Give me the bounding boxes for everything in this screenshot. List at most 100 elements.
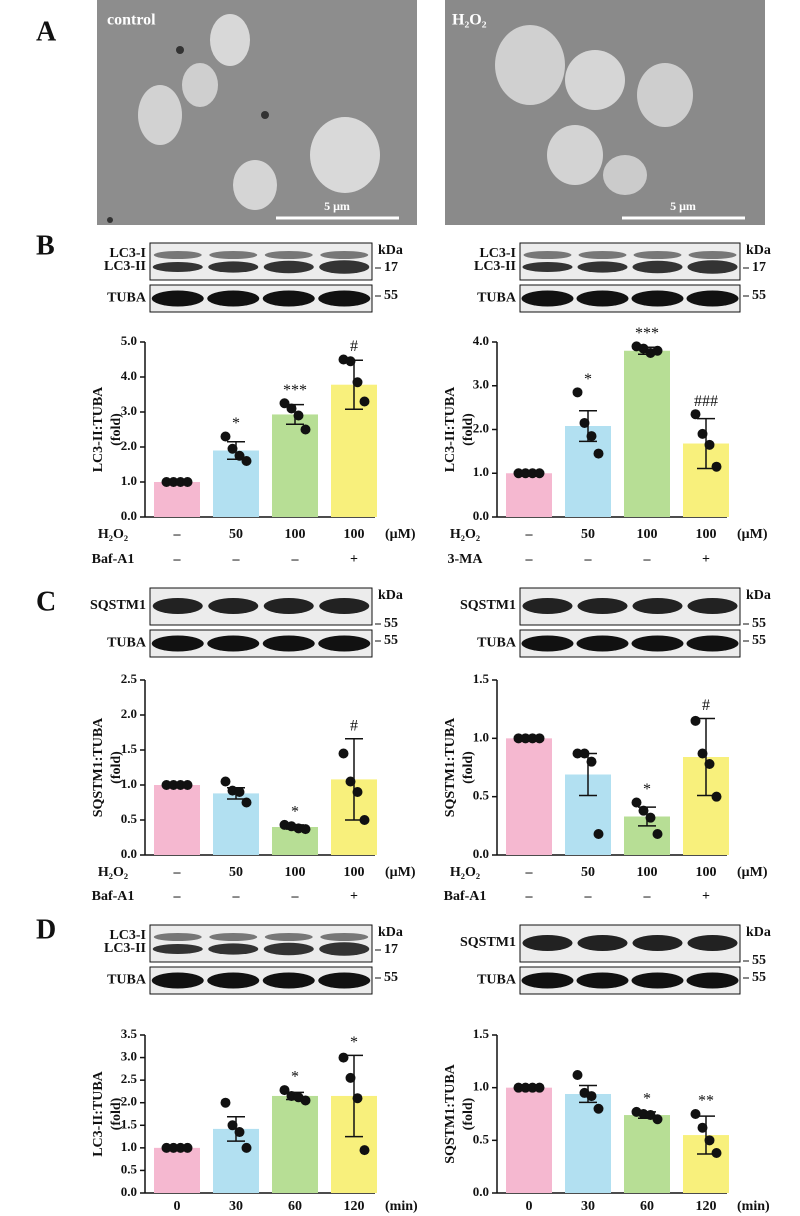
- blot-band: [318, 290, 371, 307]
- data-point: [520, 1082, 531, 1093]
- blot-band: [578, 251, 627, 259]
- data-point: [241, 456, 252, 466]
- y-tick-label: 0.0: [121, 846, 137, 861]
- blot-band: [320, 251, 369, 259]
- x-tick-label: 50: [581, 527, 595, 542]
- blot-label: LC3-I: [479, 246, 516, 261]
- x-tick-label: 50: [229, 865, 243, 880]
- data-point: [697, 428, 708, 439]
- y-tick-label: 2.5: [121, 1071, 138, 1086]
- data-point: [175, 1142, 186, 1153]
- data-point: [220, 776, 231, 787]
- blot-band: [263, 942, 314, 956]
- blot-band: [208, 598, 259, 614]
- data-point: [352, 787, 363, 797]
- blot-band: [686, 972, 739, 989]
- significance: #: [350, 338, 358, 355]
- y-tick-label: 4.0: [473, 333, 489, 348]
- x-unit: (μM): [737, 865, 768, 880]
- blot-band: [521, 635, 574, 652]
- row-name: H₂O₂: [98, 865, 128, 880]
- blot-band: [522, 598, 573, 614]
- scale-label: 5 μm: [670, 199, 696, 213]
- treatment-label: –: [232, 889, 241, 904]
- treatment-label: –: [525, 889, 534, 904]
- x-tick-label: 30: [581, 1199, 595, 1214]
- treatment-label: –: [584, 889, 593, 904]
- blot-band: [151, 290, 204, 307]
- y-tick-label: 0.5: [473, 1131, 490, 1146]
- y-tick-label: 3.0: [121, 1049, 137, 1064]
- y-tick-label: 4.0: [121, 368, 137, 383]
- blot-band: [208, 943, 259, 955]
- x-tick-label: 50: [229, 527, 243, 542]
- treatment-label: –: [232, 552, 241, 567]
- data-point: [175, 477, 186, 487]
- blot-band: [688, 251, 737, 259]
- data-point: [352, 1093, 363, 1104]
- significance: #: [350, 717, 358, 734]
- data-point: [168, 477, 179, 487]
- blot-marker: 17: [384, 942, 398, 957]
- blot-band: [208, 261, 259, 273]
- x-tick-label: 100: [637, 527, 658, 542]
- blot-label: TUBA: [477, 636, 517, 651]
- y-tick-label: 2.0: [121, 1094, 137, 1109]
- bar: [213, 793, 259, 855]
- row-name: 3-MA: [448, 552, 484, 567]
- y-tick-label: 0.5: [121, 811, 138, 826]
- micrograph: [97, 0, 417, 225]
- data-point: [220, 1097, 231, 1108]
- blot-marker: kDa: [746, 243, 771, 258]
- blot-band: [631, 290, 684, 307]
- y-tick-label: 0.0: [473, 508, 489, 523]
- x-tick-label: 100: [696, 527, 717, 542]
- bar: [213, 450, 259, 517]
- data-point: [161, 780, 172, 790]
- significance: #: [702, 697, 710, 714]
- y-tick-label: 1.5: [121, 741, 138, 756]
- y-axis-title: SQSTM1:TUBA: [443, 1063, 458, 1163]
- y-axis-title: LC3-II:TUBA: [91, 386, 106, 472]
- blot-band: [209, 933, 258, 941]
- x-tick-label: –: [525, 527, 534, 542]
- blot-label: TUBA: [107, 973, 147, 988]
- y-tick-label: 0.5: [473, 788, 490, 803]
- significance: ***: [635, 325, 659, 342]
- row-name: Baf-A1: [92, 552, 135, 567]
- blot-marker: 55: [384, 633, 398, 648]
- blot-band: [262, 972, 315, 989]
- blot-band: [319, 598, 370, 614]
- data-point: [513, 1082, 524, 1093]
- data-point: [227, 1120, 238, 1131]
- bar: [624, 1115, 670, 1193]
- blot-band: [686, 290, 739, 307]
- x-tick-label: 100: [285, 865, 306, 880]
- blot-band: [319, 260, 370, 274]
- data-point: [572, 1070, 583, 1081]
- x-tick-label: 120: [696, 1199, 717, 1214]
- data-point: [690, 409, 701, 420]
- blot-label: LC3-II: [104, 941, 146, 956]
- y-tick-label: 3.5: [121, 1026, 138, 1041]
- x-tick-label: 50: [581, 865, 595, 880]
- bar: [272, 1095, 318, 1193]
- blot-band: [318, 972, 371, 989]
- data-point: [513, 733, 524, 744]
- data-point: [652, 1114, 663, 1125]
- bar: [624, 350, 670, 517]
- data-point: [534, 1082, 545, 1093]
- data-point: [586, 756, 597, 767]
- blot-band: [577, 261, 628, 273]
- blot-band: [207, 290, 260, 307]
- data-point: [697, 748, 708, 759]
- blot-band: [207, 972, 260, 989]
- data-point: [711, 791, 722, 802]
- y-axis-title: (fold): [461, 413, 476, 446]
- blot-band: [263, 598, 314, 614]
- row-name: H₂O₂: [450, 865, 480, 880]
- data-point: [286, 403, 297, 414]
- significance: *: [232, 415, 240, 432]
- blot-band: [687, 260, 738, 274]
